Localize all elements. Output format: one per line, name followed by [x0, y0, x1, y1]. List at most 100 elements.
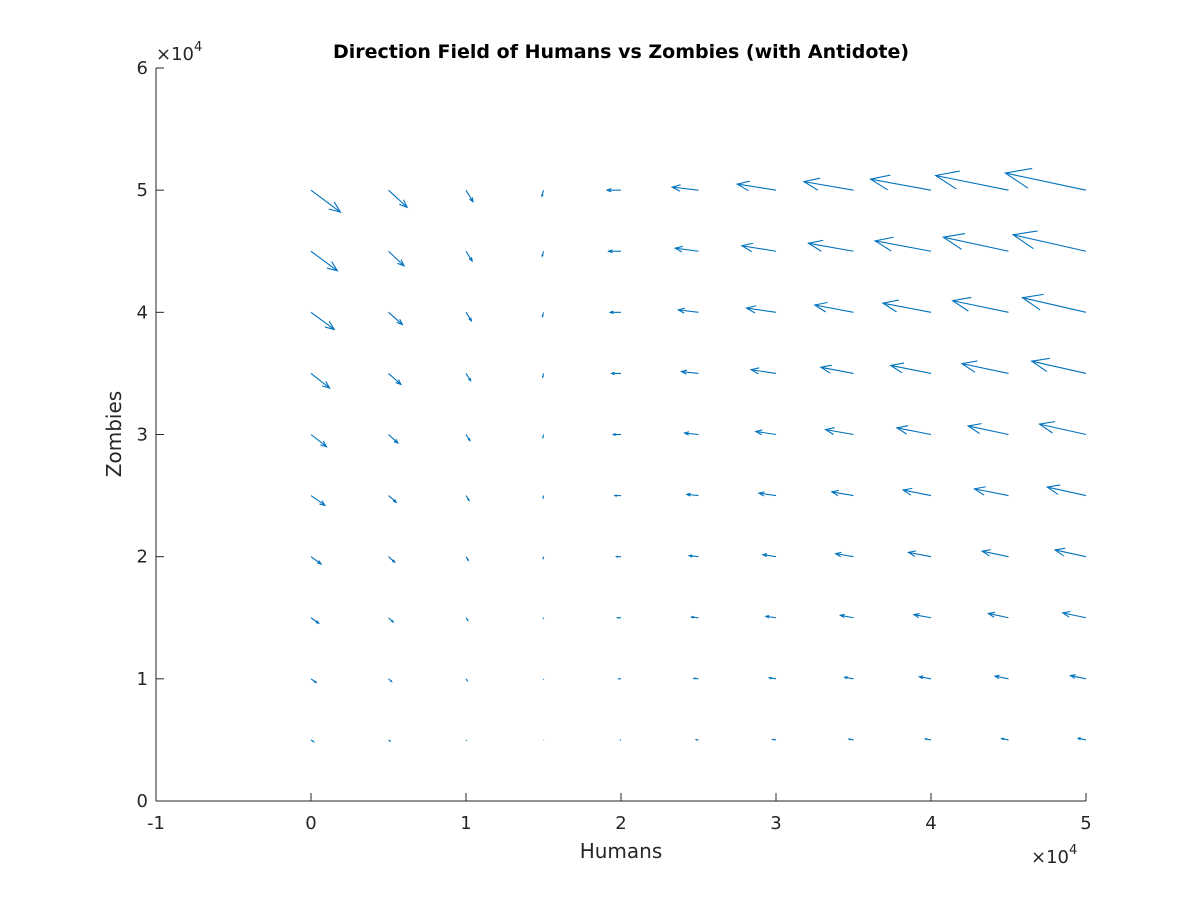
quiver-arrow: [1011, 230, 1087, 252]
quiver-arrow: [960, 360, 1009, 374]
quiver-arrow: [692, 677, 699, 680]
quiver-arrow: [972, 486, 1009, 497]
quiver-arrow: [764, 614, 777, 619]
quiver-arrow: [1030, 357, 1087, 374]
quiver-arrow: [541, 312, 545, 319]
y-tick-label: 0: [137, 791, 148, 812]
quiver-arrow: [613, 494, 621, 497]
quiver-arrow: [749, 367, 777, 375]
quiver-arrow: [465, 434, 471, 442]
quiver-arrow: [690, 615, 699, 619]
x-tick-label: 5: [1080, 813, 1091, 834]
quiver-arrow: [465, 189, 474, 204]
quiver-arrow: [912, 613, 932, 619]
quiver-arrow: [917, 675, 932, 680]
quiver-arrow: [388, 617, 395, 624]
quiver-arrow: [767, 676, 777, 680]
quiver-arrow: [869, 174, 932, 191]
quiver-arrow: [310, 434, 328, 448]
y-tick-label: 6: [137, 58, 148, 79]
quiver-arrow: [802, 177, 854, 191]
x-tick-label: 1: [460, 813, 471, 834]
quiver-arrow: [310, 311, 336, 331]
x-ticks: -1 0 1 2 3 4 5: [147, 793, 1092, 834]
quiver-arrow: [881, 299, 932, 313]
quiver-arrow: [757, 491, 777, 497]
quiver-arrow: [745, 305, 777, 314]
y-tick-label: 5: [137, 180, 148, 201]
quiver-arrow: [310, 189, 342, 214]
quiver-arrow: [740, 242, 777, 253]
x-axis-label: Humans: [580, 839, 663, 863]
quiver-arrow: [465, 617, 469, 622]
quiver-arrow: [843, 676, 854, 680]
quiver-arrow: [1076, 737, 1087, 741]
quiver-arrow: [541, 373, 545, 379]
quiver-arrow: [1061, 610, 1087, 619]
quiver-arrow: [694, 738, 699, 741]
quiver-arrow: [607, 249, 621, 254]
quiver-arrow: [673, 245, 699, 253]
quiver-arrow: [907, 550, 932, 558]
quiver-arrow: [615, 616, 621, 619]
quiver-arrow: [771, 738, 777, 741]
quiver-arrow: [542, 434, 545, 440]
quiver-arrow: [465, 495, 470, 502]
quiver-arrow: [388, 189, 409, 209]
quiver-arrow: [388, 739, 392, 743]
y-axis-label: Zombies: [102, 391, 126, 477]
quiver-arrow: [541, 251, 545, 258]
quiver-arrow: [310, 495, 327, 507]
quiver-arrow: [819, 364, 854, 374]
quiver-arrow: [388, 250, 406, 267]
x-tick-label: -1: [147, 813, 165, 834]
quiver-arrow: [687, 554, 699, 558]
quiver-arrow: [542, 495, 545, 500]
quiver-arrow: [923, 737, 932, 741]
x-tick-label: 0: [305, 813, 316, 834]
quiver-arrow: [873, 236, 932, 252]
x-tick-label: 2: [615, 813, 626, 834]
quiver-arrow: [388, 678, 393, 683]
quiver-arrow: [1045, 484, 1087, 497]
quiver-arrows: [310, 167, 1087, 743]
quiver-arrow: [541, 190, 545, 198]
quiver-arrow: [685, 492, 699, 497]
quiver-arrow: [834, 551, 854, 558]
quiver-arrow: [310, 556, 323, 565]
y-tick-label: 3: [137, 425, 148, 446]
y-exponent-label: ×104: [156, 40, 202, 65]
quiver-arrow: [610, 371, 621, 376]
quiver-arrow: [310, 617, 320, 625]
quiver-arrow: [676, 307, 699, 314]
quiver-arrow: [465, 312, 473, 323]
quiver-arrow: [934, 170, 1009, 191]
quiver-arrow: [388, 434, 399, 445]
quiver-arrow: [1003, 167, 1087, 191]
quiver-arrow: [388, 495, 398, 504]
svg-text:×104: ×104: [156, 40, 202, 65]
quiver-arrow: [310, 372, 331, 389]
quiver-arrow: [807, 239, 854, 252]
quiver-arrow: [889, 362, 932, 374]
quiver-arrow: [813, 301, 854, 313]
quiver-arrow: [310, 678, 318, 684]
quiver-arrow: [966, 423, 1009, 436]
quiver-arrow: [830, 489, 854, 497]
quiver-arrow: [735, 180, 777, 192]
quiver-arrow: [608, 310, 621, 315]
quiver-arrow: [310, 250, 339, 272]
svg-text:×104: ×104: [1031, 843, 1077, 868]
quiver-arrow: [1038, 421, 1087, 436]
quiver-arrow: [679, 369, 699, 375]
quiver-arrow: [605, 187, 621, 193]
quiver-arrow: [611, 433, 621, 436]
quiver-arrow: [465, 739, 468, 742]
quiver-arrow: [614, 555, 621, 558]
x-tick-label: 4: [925, 813, 936, 834]
quiver-arrow: [847, 738, 854, 741]
quiver-arrow: [1021, 293, 1087, 313]
y-tick-label: 4: [137, 302, 148, 323]
quiver-arrow: [951, 296, 1009, 313]
